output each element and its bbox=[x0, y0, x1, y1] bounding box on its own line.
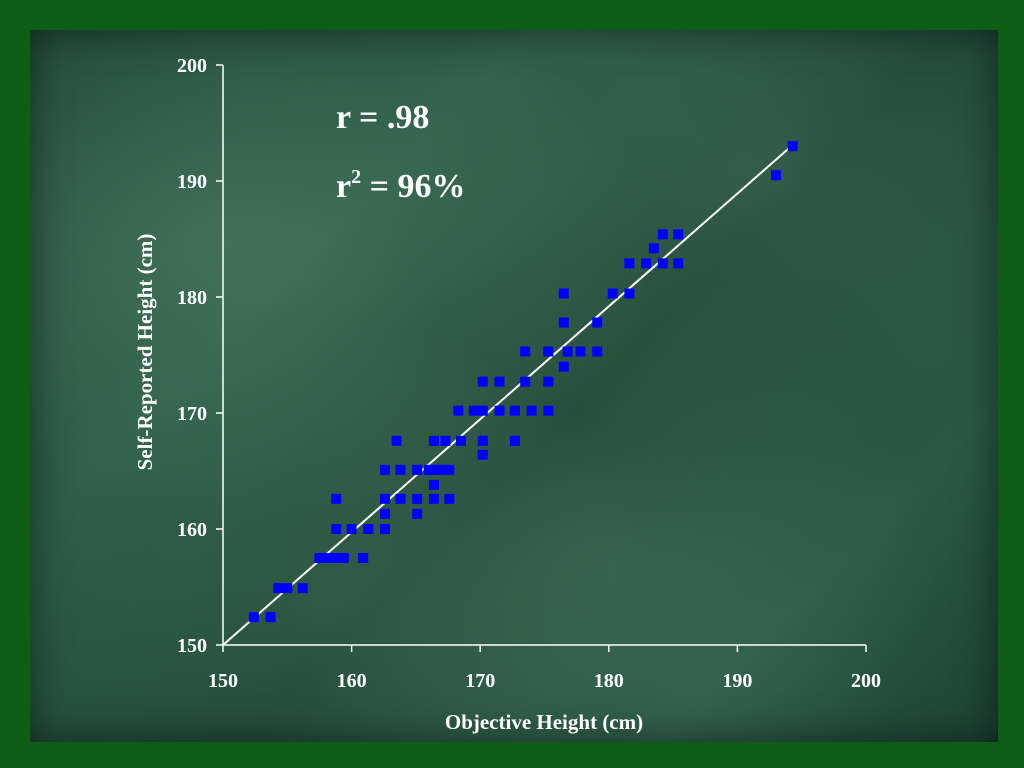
data-point bbox=[657, 229, 668, 240]
data-point bbox=[592, 346, 603, 357]
data-point bbox=[509, 435, 520, 446]
data-point bbox=[444, 464, 455, 475]
data-point bbox=[380, 524, 391, 534]
data-point bbox=[509, 405, 520, 416]
marble-panel bbox=[30, 30, 998, 742]
data-point bbox=[331, 553, 342, 563]
data-point bbox=[673, 229, 684, 240]
r2-value: = 96% bbox=[361, 168, 465, 205]
data-point bbox=[331, 524, 342, 534]
data-point bbox=[558, 317, 569, 328]
data-point bbox=[391, 435, 402, 446]
data-point bbox=[477, 376, 488, 387]
data-point bbox=[444, 493, 455, 504]
data-point bbox=[412, 493, 423, 504]
data-point bbox=[412, 508, 423, 519]
x-tick-label: 150 bbox=[208, 670, 238, 692]
data-point bbox=[428, 464, 439, 475]
data-point bbox=[562, 346, 573, 357]
y-tick-label: 190 bbox=[177, 171, 207, 193]
data-point bbox=[380, 508, 391, 519]
data-point bbox=[265, 612, 276, 623]
data-point bbox=[494, 376, 505, 387]
data-point bbox=[575, 346, 586, 357]
data-point bbox=[592, 317, 603, 328]
data-point bbox=[624, 258, 635, 269]
data-point bbox=[468, 405, 479, 416]
data-point bbox=[338, 553, 349, 563]
points-group bbox=[248, 141, 798, 623]
data-point bbox=[787, 141, 798, 152]
regression-line bbox=[222, 141, 796, 646]
data-point bbox=[395, 493, 406, 504]
data-point bbox=[428, 435, 439, 446]
data-point bbox=[358, 553, 369, 563]
data-point bbox=[453, 405, 464, 416]
data-point bbox=[477, 435, 488, 446]
data-point bbox=[543, 346, 554, 357]
data-point bbox=[673, 258, 684, 269]
y-tick-label: 160 bbox=[177, 519, 207, 541]
data-point bbox=[558, 288, 569, 299]
data-point bbox=[455, 435, 466, 446]
y-tick-label: 170 bbox=[177, 403, 207, 425]
y-axis-title: Self-Reported Height (cm) bbox=[133, 234, 157, 471]
data-point bbox=[248, 612, 259, 623]
x-tick-label: 160 bbox=[337, 670, 367, 692]
y-tick-label: 180 bbox=[177, 287, 207, 309]
data-point bbox=[520, 346, 531, 357]
data-point bbox=[363, 524, 374, 534]
data-point bbox=[395, 464, 406, 475]
data-point bbox=[526, 405, 537, 416]
data-point bbox=[440, 435, 451, 446]
data-point bbox=[322, 553, 333, 563]
r2-superscript: 2 bbox=[351, 166, 361, 188]
r-annotation: r = .98 bbox=[336, 99, 429, 136]
data-point bbox=[520, 376, 531, 387]
y-tick-label: 150 bbox=[177, 635, 207, 657]
data-point bbox=[607, 288, 618, 299]
y-tick-label: 200 bbox=[177, 55, 207, 77]
x-tick-label: 190 bbox=[722, 670, 752, 692]
data-point bbox=[770, 170, 781, 181]
data-point bbox=[331, 493, 342, 504]
fit-line-group bbox=[222, 141, 796, 646]
x-tick-label: 200 bbox=[851, 670, 881, 692]
data-point bbox=[543, 376, 554, 387]
data-point bbox=[641, 258, 652, 269]
data-point bbox=[380, 493, 391, 504]
data-point bbox=[428, 479, 439, 490]
r2-annotation: r2 = 96% bbox=[336, 166, 465, 205]
data-point bbox=[657, 258, 668, 269]
data-point bbox=[477, 405, 488, 416]
tick-labels: 150 160 170 180 190 200 150 160 170 180 190 200 bbox=[177, 55, 881, 692]
r2-base: r bbox=[336, 168, 351, 205]
data-point bbox=[648, 243, 659, 254]
data-point bbox=[436, 464, 447, 475]
data-point bbox=[423, 464, 434, 475]
data-point bbox=[428, 493, 439, 504]
data-point bbox=[494, 405, 505, 416]
data-point bbox=[543, 405, 554, 416]
data-point bbox=[412, 464, 423, 475]
data-point bbox=[346, 524, 357, 534]
x-tick-label: 170 bbox=[465, 670, 495, 692]
x-tick-label: 180 bbox=[594, 670, 624, 692]
data-point bbox=[273, 583, 284, 594]
data-point bbox=[624, 288, 635, 299]
axes bbox=[216, 64, 867, 652]
data-point bbox=[314, 553, 325, 563]
data-point bbox=[380, 464, 391, 475]
data-point bbox=[558, 361, 569, 372]
x-axis-title: Objective Height (cm) bbox=[445, 710, 643, 734]
data-point bbox=[282, 583, 293, 594]
data-point bbox=[297, 583, 308, 594]
data-point bbox=[477, 449, 488, 460]
